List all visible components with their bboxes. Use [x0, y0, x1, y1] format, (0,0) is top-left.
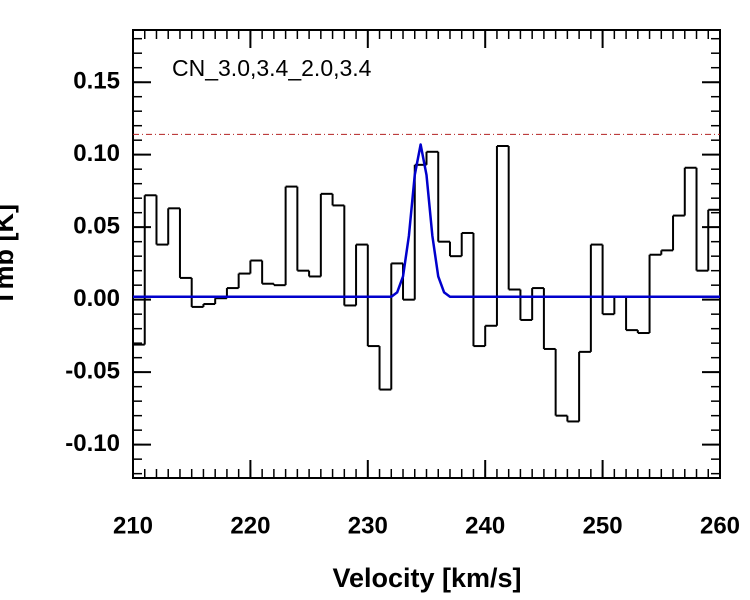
x-tick-label: 230 [348, 512, 388, 539]
x-tick-label: 250 [583, 512, 623, 539]
x-axis-label: Velocity [km/s] [332, 563, 521, 593]
y-tick-label: 0.15 [73, 68, 120, 95]
x-tick-label: 260 [700, 512, 740, 539]
x-tick-label: 220 [230, 512, 270, 539]
x-tick-label: 210 [113, 512, 153, 539]
y-tick-label: -0.05 [65, 358, 120, 385]
annotation: CN_3.0,3.4_2.0,3.4 [172, 55, 372, 81]
y-tick-label: 0.10 [73, 140, 120, 167]
y-tick-label: -0.10 [65, 430, 120, 457]
fit-line [133, 143, 720, 299]
y-tick-label: 0.00 [73, 285, 120, 312]
x-tick-label: 240 [465, 512, 505, 539]
y-axis-label: Tmb [K] [0, 204, 19, 306]
plot-frame [132, 29, 721, 479]
y-tick-label: 0.05 [73, 213, 120, 240]
